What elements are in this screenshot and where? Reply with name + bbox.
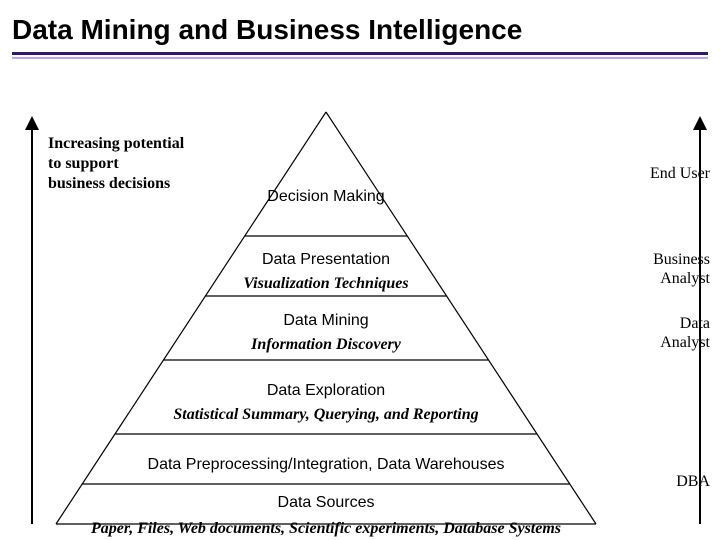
layer-title: Data Presentation: [0, 251, 652, 269]
layer-subtitle: Paper, Files, Web documents, Scientific …: [0, 520, 652, 538]
pyramid-layer: Data Presentation Visualization Technique…: [0, 251, 652, 293]
pyramid-layer: Data Preprocessing/Integration, Data War…: [0, 456, 652, 474]
pyramid-layer: Data Exploration Statistical Summary, Que…: [0, 382, 652, 424]
pyramid-layer: Data Sources Paper, Files, Web documents,…: [0, 494, 652, 538]
layer-subtitle: Information Discovery: [0, 336, 652, 354]
layer-subtitle: Visualization Techniques: [0, 275, 652, 293]
layer-title: Data Exploration: [0, 382, 652, 400]
layer-title: Data Preprocessing/Integration, Data War…: [0, 456, 652, 474]
layer-subtitle: Statistical Summary, Querying, and Repor…: [0, 406, 652, 424]
pyramid-layer: Decision Making: [0, 188, 652, 206]
role-label: BusinessAnalyst: [653, 250, 710, 288]
role-label: DataAnalyst: [660, 314, 710, 352]
pyramid-layer: Data Mining Information Discovery: [0, 312, 652, 354]
page-title: Data Mining and Business Intelligence: [0, 0, 720, 50]
diagram-stage: Increasing potentialto supportbusiness d…: [0, 64, 720, 540]
layer-title: Data Sources: [0, 494, 652, 512]
layer-title: Decision Making: [0, 188, 652, 206]
layer-title: Data Mining: [0, 312, 652, 330]
role-label: DBA: [676, 472, 710, 491]
title-rule: [12, 52, 708, 58]
role-label: End User: [650, 164, 710, 183]
